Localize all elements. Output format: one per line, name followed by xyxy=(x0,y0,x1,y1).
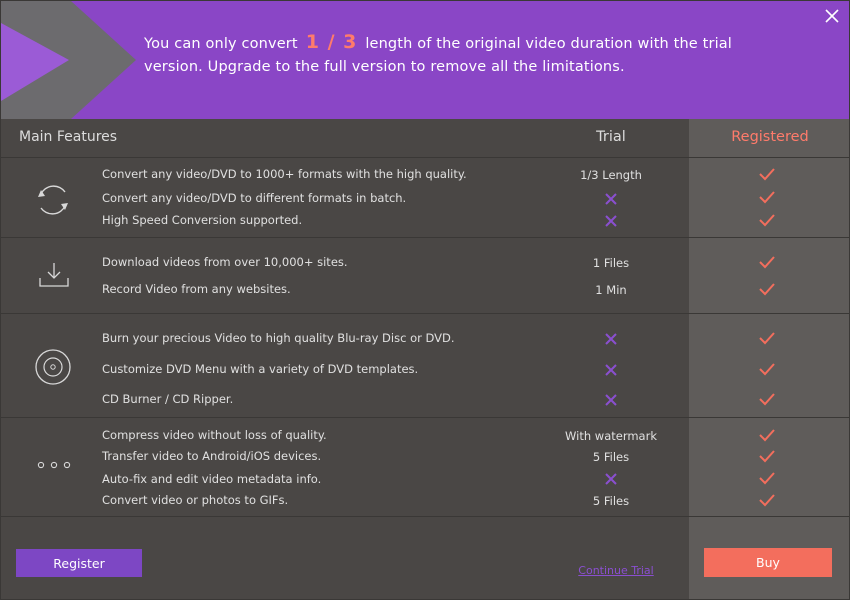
banner-text-after: length of the original video duration wi… xyxy=(365,36,732,52)
section-convert: Convert any video/DVD to 1000+ formats w… xyxy=(1,158,849,238)
cross-icon xyxy=(605,473,617,485)
close-icon[interactable] xyxy=(823,7,841,25)
section-download: Download videos from over 10,000+ sites.… xyxy=(1,238,849,314)
feature-label: Convert any video/DVD to different forma… xyxy=(102,191,407,205)
buy-button[interactable]: Buy xyxy=(704,548,832,577)
feature-label: CD Burner / CD Ripper. xyxy=(102,392,234,406)
disc-icon xyxy=(35,349,71,385)
feature-label: Convert video or photos to GIFs. xyxy=(102,493,289,507)
trial-value: 1 Min xyxy=(595,283,627,297)
upgrade-banner: You can only convert 1 / 3 length of the o… xyxy=(1,1,849,119)
header-trial: Trial xyxy=(596,129,626,145)
feature-label: Download videos from over 10,000+ sites. xyxy=(102,255,348,269)
trial-value: 1 Files xyxy=(592,256,630,270)
check-icon xyxy=(759,332,775,345)
continue-trial-link[interactable]: Continue Trial xyxy=(578,564,654,577)
check-icon xyxy=(759,168,775,181)
more-icon xyxy=(37,461,71,469)
cross-icon xyxy=(605,394,617,406)
section-burn: Burn your precious Video to high quality… xyxy=(1,314,849,418)
banner-text-line2: version. Upgrade to the full version to … xyxy=(144,59,625,75)
feature-label: Customize DVD Menu with a variety of DVD… xyxy=(102,362,419,376)
feature-label: High Speed Conversion supported. xyxy=(102,213,303,227)
trial-value: 5 Files xyxy=(592,494,630,508)
check-icon xyxy=(759,393,775,406)
register-button[interactable]: Register xyxy=(16,549,142,577)
check-icon xyxy=(759,429,775,442)
feature-label: Convert any video/DVD to 1000+ formats w… xyxy=(102,167,467,181)
check-icon xyxy=(759,214,775,227)
download-icon xyxy=(39,263,69,287)
trial-value: With watermark xyxy=(565,429,657,443)
banner-message: You can only convert 1 / 3 length of the o… xyxy=(144,31,804,79)
check-icon xyxy=(759,363,775,376)
feature-label: Record Video from any websites. xyxy=(102,282,291,296)
cross-icon xyxy=(605,215,617,227)
check-icon xyxy=(759,494,775,507)
play-logo-icon xyxy=(1,1,136,119)
table-header: Main Features Trial Registered xyxy=(1,119,849,158)
convert-icon xyxy=(38,185,68,215)
check-icon xyxy=(759,256,775,269)
feature-label: Transfer video to Android/iOS devices. xyxy=(102,449,322,463)
trial-fraction: 1 / 3 xyxy=(305,31,358,53)
cross-icon xyxy=(605,364,617,376)
cross-icon xyxy=(605,193,617,205)
section-more: Compress video without loss of quality. … xyxy=(1,418,849,517)
feature-label: Auto-fix and edit video metadata info. xyxy=(102,472,322,486)
header-registered: Registered xyxy=(731,129,809,145)
feature-label: Burn your precious Video to high quality… xyxy=(102,331,455,345)
trial-value: 5 Files xyxy=(592,450,630,464)
trial-value: 1/3 Length xyxy=(580,168,642,182)
cross-icon xyxy=(605,333,617,345)
check-icon xyxy=(759,450,775,463)
banner-text-before: You can only convert xyxy=(144,36,298,52)
check-icon xyxy=(759,283,775,296)
feature-label: Compress video without loss of quality. xyxy=(102,428,327,442)
check-icon xyxy=(759,191,775,204)
header-main-features: Main Features xyxy=(19,129,118,145)
check-icon xyxy=(759,472,775,485)
